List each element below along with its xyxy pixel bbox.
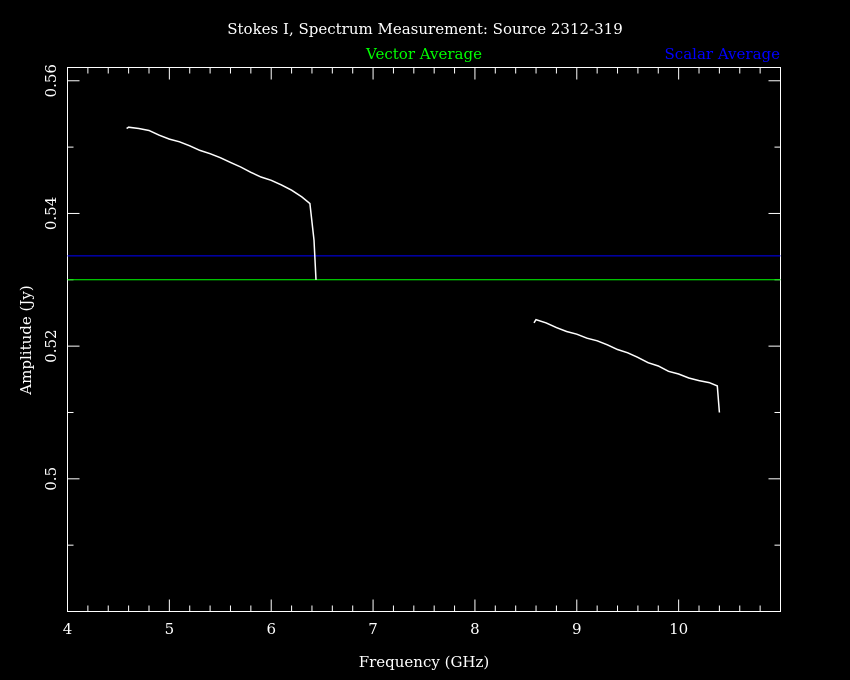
x-tick-label: 5	[165, 620, 175, 638]
x-tick-label: 4	[63, 620, 73, 638]
y-axis-label: Amplitude (Jy)	[17, 285, 35, 395]
data-series	[126, 126, 721, 413]
x-tick-labels: 4 5 6 7 8 9 10	[63, 620, 688, 638]
axis-ticks	[67, 67, 781, 612]
plot-frame	[67, 67, 781, 612]
y-tick-label: 0.56	[42, 64, 60, 97]
legend-vector-average: Vector Average	[365, 45, 482, 63]
x-tick-label: 8	[470, 620, 480, 638]
spectrum-series-2	[533, 318, 721, 413]
y-tick-label: 0.54	[42, 197, 60, 230]
y-tick-label: 0.52	[42, 329, 60, 362]
y-tick-labels: 0.5 0.52 0.54 0.56	[42, 64, 60, 491]
x-axis-label: Frequency (GHz)	[359, 653, 490, 671]
y-tick-label: 0.5	[42, 467, 60, 491]
x-tick-label: 10	[669, 620, 688, 638]
x-tick-label: 6	[266, 620, 276, 638]
legend-scalar-average: Scalar Average	[665, 45, 781, 63]
chart-title: Stokes I, Spectrum Measurement: Source 2…	[227, 20, 623, 38]
spectrum-series-1	[126, 126, 317, 280]
x-tick-label: 9	[572, 620, 582, 638]
reference-lines	[67, 255, 781, 281]
x-tick-label: 7	[368, 620, 378, 638]
